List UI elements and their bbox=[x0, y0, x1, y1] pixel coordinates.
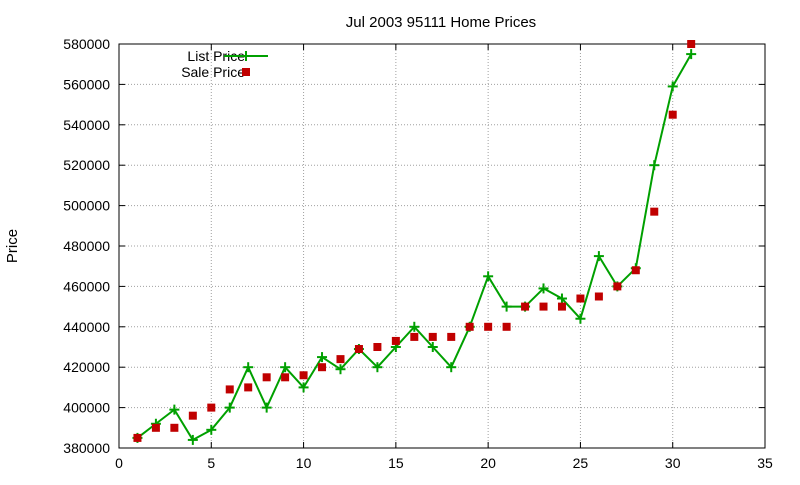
data-point bbox=[225, 385, 234, 394]
data-point bbox=[207, 403, 216, 412]
data-point bbox=[649, 160, 660, 171]
data-point bbox=[613, 282, 622, 291]
data-point bbox=[410, 332, 419, 341]
data-point bbox=[539, 302, 548, 311]
data-point bbox=[261, 402, 272, 413]
data-point bbox=[502, 322, 511, 331]
data-point bbox=[187, 434, 198, 445]
data-point bbox=[447, 332, 456, 341]
data-point bbox=[576, 294, 585, 303]
data-point bbox=[391, 336, 400, 345]
x-tick-label: 0 bbox=[115, 455, 123, 471]
series-sale-price bbox=[133, 40, 696, 442]
legend-marker bbox=[241, 51, 251, 61]
legend-label: Sale Price bbox=[181, 64, 245, 80]
x-tick-label: 5 bbox=[207, 455, 215, 471]
data-point bbox=[298, 382, 309, 393]
data-point bbox=[686, 49, 697, 60]
data-point bbox=[428, 332, 437, 341]
legend-swatch bbox=[224, 51, 268, 61]
data-point bbox=[224, 402, 235, 413]
data-point bbox=[631, 266, 640, 275]
data-point bbox=[281, 373, 290, 382]
series-line bbox=[136, 53, 693, 441]
data-point bbox=[501, 301, 512, 312]
data-point bbox=[557, 302, 566, 311]
series-list-price bbox=[132, 49, 697, 445]
x-tick-label: 25 bbox=[573, 455, 589, 471]
legend-marker bbox=[242, 68, 250, 76]
data-point bbox=[169, 404, 180, 415]
data-point bbox=[593, 251, 604, 262]
data-point bbox=[243, 362, 254, 373]
data-point bbox=[667, 81, 678, 92]
data-point bbox=[280, 362, 291, 373]
data-point bbox=[336, 355, 345, 364]
data-point bbox=[151, 423, 160, 432]
y-tick-label: 380000 bbox=[63, 440, 110, 456]
data-point bbox=[484, 322, 493, 331]
y-tick-label: 460000 bbox=[63, 278, 110, 294]
data-point bbox=[427, 342, 438, 352]
data-point bbox=[335, 364, 346, 375]
data-point bbox=[409, 321, 420, 332]
y-tick-label: 560000 bbox=[63, 76, 110, 92]
axis-ticks: 0 5 10 15 20 25 30 35 380000 400000 420000 440000 46… bbox=[63, 36, 773, 471]
x-tick-label: 30 bbox=[665, 455, 681, 471]
x-tick-label: 20 bbox=[480, 455, 496, 471]
data-point bbox=[373, 343, 382, 351]
legend-swatch bbox=[242, 68, 250, 76]
y-tick-label: 420000 bbox=[63, 359, 110, 375]
data-point bbox=[318, 363, 327, 372]
data-point bbox=[556, 293, 567, 304]
y-tick-label: 500000 bbox=[63, 198, 110, 214]
data-point bbox=[575, 313, 586, 324]
data-point bbox=[446, 362, 457, 373]
data-point bbox=[668, 110, 677, 119]
data-point bbox=[317, 352, 328, 363]
data-point bbox=[465, 322, 474, 331]
grid bbox=[119, 44, 765, 448]
data-point bbox=[206, 424, 217, 435]
data-point bbox=[372, 362, 383, 373]
y-axis-label: Price bbox=[4, 229, 21, 263]
data-point bbox=[188, 411, 197, 420]
y-tick-label: 520000 bbox=[63, 157, 110, 173]
x-tick-label: 35 bbox=[757, 455, 773, 471]
series-group bbox=[132, 40, 697, 445]
y-tick-label: 400000 bbox=[63, 400, 110, 416]
legend-label: List Price bbox=[187, 48, 245, 64]
x-tick-label: 10 bbox=[296, 455, 312, 471]
data-point bbox=[538, 283, 549, 294]
data-point bbox=[262, 373, 271, 382]
data-point bbox=[299, 371, 308, 380]
data-point bbox=[594, 292, 603, 301]
plot-frame bbox=[118, 43, 766, 449]
data-point bbox=[521, 302, 530, 311]
data-point bbox=[687, 40, 696, 48]
x-tick-label: 15 bbox=[388, 455, 404, 471]
y-tick-label: 440000 bbox=[63, 319, 110, 335]
chart-title: Jul 2003 95111 Home Prices bbox=[346, 14, 536, 31]
data-point bbox=[133, 433, 142, 442]
data-point bbox=[170, 423, 179, 432]
data-point bbox=[244, 383, 253, 392]
y-tick-label: 540000 bbox=[63, 117, 110, 133]
y-tick-label: 480000 bbox=[63, 238, 110, 254]
data-point bbox=[483, 271, 494, 282]
data-point bbox=[650, 207, 659, 216]
data-point bbox=[354, 345, 363, 354]
y-tick-label: 580000 bbox=[63, 36, 110, 52]
